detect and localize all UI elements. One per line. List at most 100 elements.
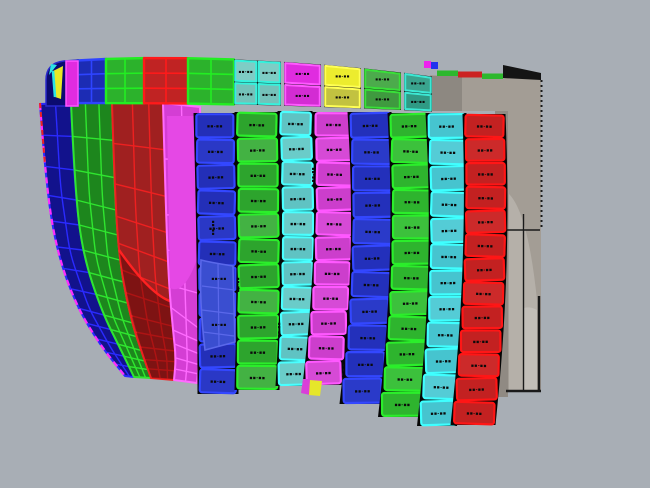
plate[interactable] (281, 211, 315, 236)
plate[interactable] (195, 138, 236, 165)
plate[interactable] (234, 59, 258, 83)
plate-column-green-2[interactable]: ▪▪-▪▪ ▪▪-▪▪ ▪▪-▪▪ ▪▪-▪▪ ▪▪-▪▪ ▪▪-▪▪ ▪▪-▪▪ ▪▪-▪▪… (234, 111, 282, 391)
plate[interactable] (324, 64, 361, 89)
plate[interactable] (237, 263, 280, 290)
plate[interactable] (305, 359, 342, 386)
plate[interactable] (236, 111, 278, 138)
plate-label: ▪▪-▪▪ (211, 323, 226, 328)
plate[interactable] (237, 313, 280, 340)
plate[interactable] (257, 60, 281, 84)
strip-grid-line (113, 142, 165, 151)
plate[interactable] (464, 137, 506, 162)
plate[interactable] (307, 335, 345, 361)
hull-strip-red[interactable] (111, 102, 177, 381)
plate-label: ▪▪-▪▪ (290, 197, 306, 202)
plate-label: ▪▪-▪▪ (397, 378, 413, 383)
plate[interactable] (364, 88, 401, 110)
panel-grid-line (187, 72, 235, 76)
plate[interactable] (457, 353, 500, 378)
plate[interactable] (465, 161, 506, 186)
plate[interactable] (313, 260, 351, 286)
plate-label: ▪▪-▪▪ (466, 412, 482, 417)
plate[interactable] (404, 91, 432, 112)
plate[interactable] (281, 185, 315, 212)
mini-plate-label: ▪▪-▪▪ (335, 95, 350, 100)
plate[interactable] (462, 281, 505, 306)
plate[interactable] (196, 189, 237, 216)
stern-structure-dark-block (430, 76, 462, 111)
plate[interactable] (364, 68, 401, 92)
plate[interactable] (234, 82, 258, 105)
plate[interactable] (464, 113, 505, 139)
plate[interactable] (461, 305, 504, 330)
plate[interactable] (281, 236, 315, 261)
plate[interactable] (455, 376, 498, 402)
plate-label: ▪▪-▪▪ (362, 310, 378, 315)
plate[interactable] (195, 113, 235, 139)
hull-strip-magenta[interactable] (162, 102, 202, 384)
plate-label: ▪▪-▪▪ (440, 281, 456, 286)
plate-label: ▪▪-▪▪ (251, 275, 267, 280)
plate-column-red-8[interactable]: ▪▪-▪▪ ▪▪-▪▪ ▪▪-▪▪ ▪▪-▪▪ ▪▪-▪▪ ▪▪-▪▪ ▪▪-▪▪ ▪▪-▪▪… (450, 113, 508, 426)
grid-panel-blue[interactable] (75, 57, 108, 105)
plate-label: ▪▪-▪▪ (210, 380, 226, 385)
plate[interactable] (464, 233, 506, 258)
grid-panel-red[interactable] (142, 56, 190, 105)
plate[interactable] (197, 214, 237, 242)
mini-panel-cyan[interactable]: ▪▪-▪▪ ▪▪-▪▪ ▪▪-▪▪ ▪▪-▪▪ (234, 59, 281, 106)
plate[interactable] (196, 163, 236, 190)
plate[interactable] (236, 137, 279, 163)
hull-strip-green[interactable] (70, 102, 152, 379)
plate[interactable] (310, 310, 348, 336)
plate[interactable] (464, 209, 507, 234)
plate[interactable] (280, 135, 313, 162)
plate-label: ▪▪-▪▪ (327, 197, 343, 202)
plate[interactable] (237, 162, 279, 188)
plate[interactable] (459, 329, 502, 354)
plate[interactable] (324, 86, 361, 109)
column-1-wireframe-wedge[interactable]: ▪▪-▪▪ ▪▪-▪▪ (199, 258, 236, 352)
plate-label: ▪▪-▪▪ (401, 327, 417, 332)
plate[interactable] (237, 288, 280, 315)
plate-label: ▪▪-▪▪ (430, 412, 446, 417)
mini-panel-teal[interactable]: ▪▪-▪▪ ▪▪-▪▪ (404, 72, 432, 112)
plate[interactable] (281, 160, 314, 187)
plate[interactable] (237, 187, 280, 214)
plate-label: ▪▪-▪▪ (404, 175, 420, 180)
strip-grid-line (98, 102, 147, 378)
plate[interactable] (404, 73, 432, 94)
mini-panel-yellow[interactable]: ▪▪-▪▪ ▪▪-▪▪ (324, 64, 361, 109)
corner-cyan-edge (51, 70, 57, 98)
plate[interactable] (463, 257, 506, 282)
plate-label: ▪▪-▪▪ (365, 177, 381, 182)
plate-label: ▪▪-▪▪ (249, 123, 265, 128)
deck-top-band[interactable]: ▪▪-▪▪ ▪▪-▪▪▪▪-▪▪ ▪▪-▪▪▪▪-▪▪▪▪-▪▪▪▪-▪▪▪▪-▪▪… (39, 56, 438, 166)
plate-column-green-6[interactable]: ▪▪-▪▪ ▪▪-▪▪ ▪▪-▪▪ ▪▪-▪▪ ▪▪-▪▪ ▪▪-▪▪ ▪▪-▪▪ ▪▪-▪▪… (378, 112, 434, 417)
plate-label: ▪▪-▪▪ (251, 300, 267, 305)
plate-column-cyan-3[interactable]: ▪▪-▪▪ ▪▪-▪▪ ▪▪-▪▪ ▪▪-▪▪ ▪▪-▪▪ ▪▪-▪▪ ▪▪-▪▪ ▪▪-▪▪… (275, 110, 316, 387)
plate[interactable] (237, 212, 280, 239)
plate[interactable] (257, 82, 281, 106)
plate[interactable] (312, 285, 350, 311)
plate[interactable] (452, 400, 496, 426)
plate[interactable] (284, 62, 321, 86)
plate-label: ▪▪-▪▪ (250, 199, 266, 204)
plate[interactable] (279, 110, 312, 137)
grid-panel-green[interactable] (104, 56, 146, 105)
plate[interactable] (237, 237, 280, 265)
mini-panel-magenta[interactable]: ▪▪-▪▪ ▪▪-▪▪ (284, 61, 321, 107)
plate[interactable] (465, 185, 507, 210)
plate-label: ▪▪-▪▪ (477, 149, 493, 154)
grid-panel-green-2[interactable] (186, 57, 236, 106)
plate[interactable] (284, 84, 321, 107)
plate-label: ▪▪-▪▪ (476, 292, 492, 297)
plate-column-blue-1[interactable]: ▪▪-▪▪▪▪-▪▪▪▪-▪▪▪▪-▪▪▪▪-▪▪▪▪-▪▪▪▪-▪▪▪▪-▪▪… (193, 113, 239, 395)
mini-panel-green[interactable]: ▪▪-▪▪ ▪▪-▪▪ (364, 68, 401, 110)
plate-column-cyan-7[interactable]: ▪▪-▪▪ ▪▪-▪▪ ▪▪-▪▪ ▪▪-▪▪ ▪▪-▪▪ ▪▪-▪▪ ▪▪-▪▪ ▪▪-▪▪… (417, 112, 470, 427)
plate-column-magenta-4[interactable]: ▪▪-▪▪ ▪▪-▪▪ ▪▪-▪▪ ▪▪-▪▪ ▪▪-▪▪ ▪▪-▪▪ ▪▪-▪▪ ▪▪-▪▪… (302, 112, 355, 386)
plate-label: ▪▪-▪▪ (326, 222, 342, 227)
bow-corner-piece[interactable] (39, 59, 79, 166)
plate-label: ▪▪-▪▪ (286, 372, 302, 377)
plate-label: ▪▪-▪▪ (209, 252, 225, 257)
